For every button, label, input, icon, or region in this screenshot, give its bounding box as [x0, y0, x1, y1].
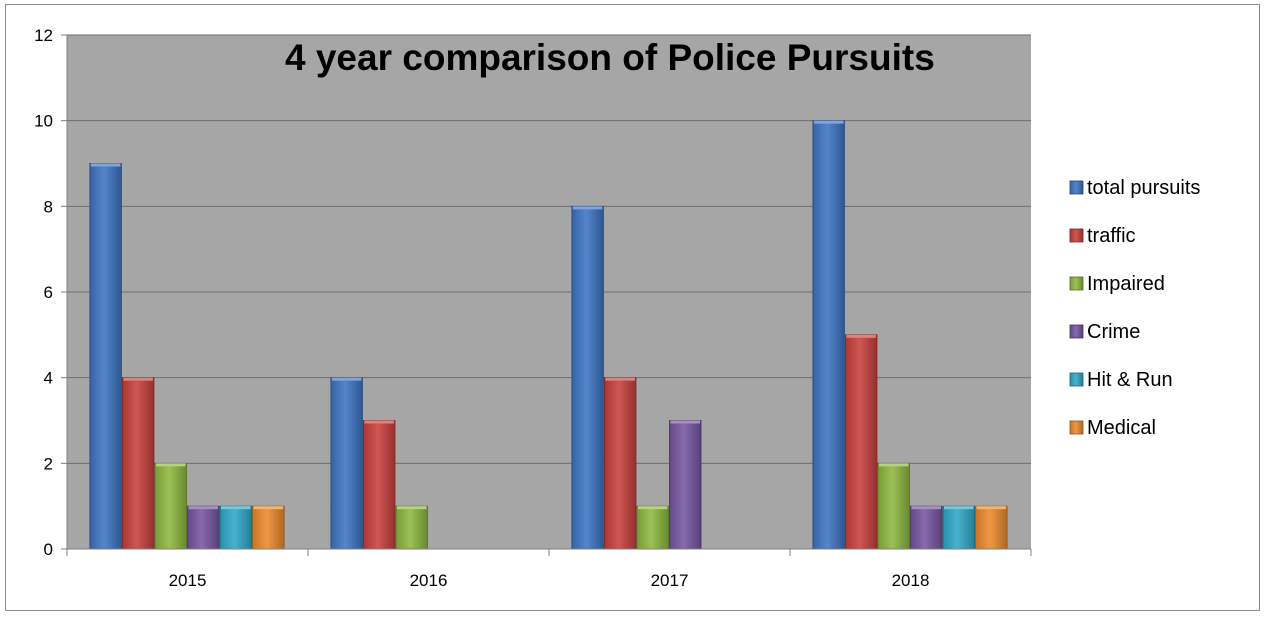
bar — [604, 377, 637, 550]
legend: total pursuits traffic Impaired Crime Hit & … — [1069, 177, 1200, 439]
y-tick-label: 12 — [34, 26, 53, 45]
bar — [219, 505, 252, 550]
legend-swatch — [1069, 276, 1084, 291]
y-tick-label: 10 — [34, 112, 53, 131]
bar — [252, 505, 285, 550]
bar-highlight — [221, 506, 251, 510]
bar-highlight — [331, 377, 362, 381]
bar-highlight — [253, 506, 284, 510]
bar — [975, 505, 1008, 550]
legend-swatch — [1069, 180, 1084, 195]
legend-label: Impaired — [1087, 273, 1165, 295]
bar-highlight — [813, 120, 844, 124]
bar-highlight — [188, 506, 219, 510]
bar — [910, 505, 943, 550]
bar-chart: 0 2 4 6 8 10 12 2015 2016 2017 2018 4 year compar… — [34, 26, 1200, 590]
bar — [571, 205, 604, 550]
legend-swatch — [1069, 372, 1084, 387]
y-tick-label: 6 — [44, 283, 53, 302]
bar-highlight — [878, 463, 909, 467]
bar-highlight — [976, 506, 1007, 510]
legend-swatch — [1069, 420, 1084, 435]
legend-swatch — [1069, 228, 1084, 243]
bar-highlight — [911, 506, 942, 510]
legend-label: total pursuits — [1087, 177, 1200, 199]
legend-swatch — [1069, 324, 1084, 339]
gridlines — [67, 34, 1031, 464]
bars — [89, 120, 1008, 550]
bar — [669, 420, 702, 550]
bar-highlight — [155, 463, 186, 467]
y-tick-label: 2 — [44, 454, 53, 473]
bar — [812, 120, 845, 550]
bar-highlight — [396, 506, 427, 510]
legend-label: traffic — [1087, 225, 1136, 247]
x-tick-label: 2015 — [169, 571, 207, 590]
y-axis-ticks: 0 2 4 6 8 10 12 — [34, 26, 67, 559]
bar-highlight — [670, 420, 701, 424]
bar — [89, 163, 122, 550]
legend-label: Crime — [1087, 321, 1140, 343]
chart-frame: 0 2 4 6 8 10 12 2015 2016 2017 2018 4 year compar… — [5, 4, 1260, 611]
x-tick-label: 2017 — [651, 571, 689, 590]
bar — [636, 505, 669, 550]
bar-highlight — [364, 420, 394, 424]
x-tick-label: 2016 — [410, 571, 448, 590]
bar — [395, 505, 428, 550]
bar — [845, 334, 878, 550]
chart-title: 4 year comparison of Police Pursuits — [285, 37, 935, 78]
bar-highlight — [572, 206, 603, 210]
legend-label: Medical — [1087, 417, 1156, 439]
y-tick-label: 8 — [44, 197, 53, 216]
bar — [942, 505, 975, 550]
bar-highlight — [637, 506, 668, 510]
bar-highlight — [846, 334, 876, 338]
legend-label: Hit & Run — [1087, 369, 1173, 391]
bar — [154, 462, 187, 550]
bar — [187, 505, 220, 550]
bar — [877, 462, 910, 550]
bar — [122, 377, 155, 550]
bar — [363, 420, 396, 550]
bar-highlight — [944, 506, 974, 510]
bar-highlight — [605, 377, 635, 381]
bar-highlight — [123, 377, 153, 381]
y-tick-label: 4 — [44, 369, 53, 388]
y-tick-label: 0 — [44, 540, 53, 559]
bar — [330, 377, 363, 550]
x-tick-label: 2018 — [892, 571, 930, 590]
x-axis-ticks: 2015 2016 2017 2018 — [66, 549, 1032, 590]
bar-highlight — [90, 163, 121, 167]
